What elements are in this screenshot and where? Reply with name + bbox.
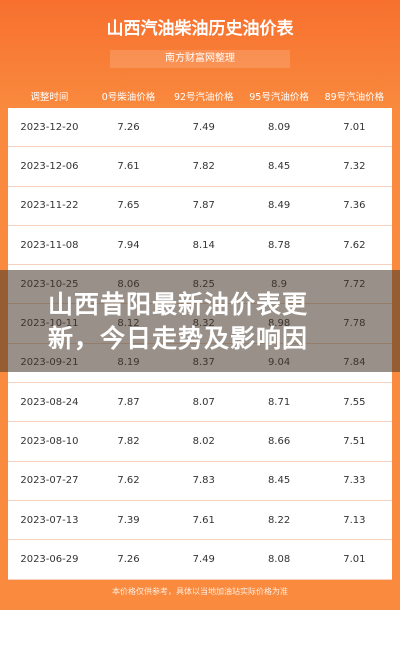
column-header: 0号柴油价格	[101, 92, 156, 103]
column-header: 89号汽油价格	[324, 92, 385, 103]
table-cell: 8.09	[267, 121, 291, 133]
table-cell: 7.61	[192, 514, 215, 526]
column-header: 95号汽油价格	[249, 92, 309, 103]
table-cell: 7.26	[117, 121, 140, 133]
table-cell: 2023-11-08	[20, 239, 79, 251]
table-row: 2023-07-13 7.39 7.61 8.22 7.13	[8, 500, 392, 541]
header-row: 调整时间 0号柴油价格 92号汽油价格 95号汽油价格 89号汽油价格	[8, 84, 392, 108]
table-cell: 7.65	[117, 200, 140, 212]
table-cell: 2023-08-10	[20, 436, 79, 448]
table-cell: 7.49	[192, 553, 215, 565]
table-cell: 7.82	[117, 436, 140, 448]
table-cell: 8.14	[192, 239, 215, 251]
table-row: 2023-08-10 7.82 8.02 8.66 7.51	[8, 422, 392, 462]
table-cell: 7.13	[343, 514, 366, 526]
table-row: 2023-12-20 7.26 7.49 8.09 7.01	[8, 108, 392, 148]
column-header: 调整时间	[30, 92, 69, 103]
table-cell: 7.55	[343, 396, 366, 408]
table-cell: 2023-12-20	[20, 121, 79, 133]
footer-note: 本价格仅供参考，具体以当地加油站实际价格为准	[112, 587, 288, 596]
table-cell: 7.36	[343, 200, 366, 212]
title: 山西汽油柴油历史油价表	[106, 19, 294, 39]
table-cell: 7.87	[117, 396, 140, 408]
table-cell: 2023-08-24	[20, 396, 79, 408]
table-row: 2023-07-27 7.62 7.83 8.45 7.33	[8, 461, 392, 501]
table-cell: 7.83	[192, 475, 215, 487]
subtitle: 南方财富网整理	[110, 50, 290, 68]
table-cell: 7.94	[117, 239, 140, 251]
table-row: 2023-08-24 7.87 8.07 8.71 7.55	[8, 383, 392, 423]
table-cell: 2023-11-22	[20, 200, 79, 212]
table-cell: 7.39	[117, 514, 140, 526]
table-row: 2023-11-22 7.65 7.87 8.49 7.36	[8, 186, 392, 226]
table-cell: 7.62	[343, 239, 366, 251]
table-cell: 7.82	[192, 160, 215, 172]
table-cell: 8.66	[267, 436, 291, 448]
table-cell: 7.33	[343, 475, 366, 487]
headline-banner: 山西昔阳最新油价表更新，今日走势及影响因	[0, 270, 400, 372]
table-cell: 8.45	[267, 160, 291, 172]
table-cell: 2023-07-27	[20, 475, 79, 487]
table-row: 2023-06-29 7.26 7.49 8.08 7.01	[8, 540, 392, 580]
table-cell: 8.78	[267, 239, 291, 251]
table-cell: 7.61	[117, 160, 140, 172]
table-cell: 8.49	[267, 200, 291, 212]
table-row: 2023-12-06 7.61 7.82 8.45 7.32	[8, 147, 392, 187]
table-cell: 8.45	[267, 475, 291, 487]
table-cell: 7.49	[192, 121, 215, 133]
table-cell: 8.08	[267, 553, 291, 565]
table-cell: 2023-12-06	[20, 160, 79, 172]
table-cell: 7.87	[192, 200, 215, 212]
table-cell: 8.07	[192, 396, 215, 408]
table-cell: 7.01	[343, 121, 366, 133]
table-cell: 2023-06-29	[20, 553, 79, 565]
table-cell: 7.26	[117, 553, 140, 565]
table-cell: 7.32	[343, 160, 366, 172]
table-row: 2023-11-08 7.94 8.14 8.78 7.62	[8, 225, 392, 266]
table-cell: 8.71	[267, 396, 291, 408]
table-cell: 7.01	[343, 553, 366, 565]
table-cell: 7.51	[343, 436, 366, 448]
table-cell: 2023-07-13	[20, 514, 79, 526]
table-cell: 8.22	[267, 514, 291, 526]
table-cell: 8.02	[192, 436, 215, 448]
column-header: 92号汽油价格	[173, 92, 234, 103]
table-cell: 7.62	[117, 475, 140, 487]
